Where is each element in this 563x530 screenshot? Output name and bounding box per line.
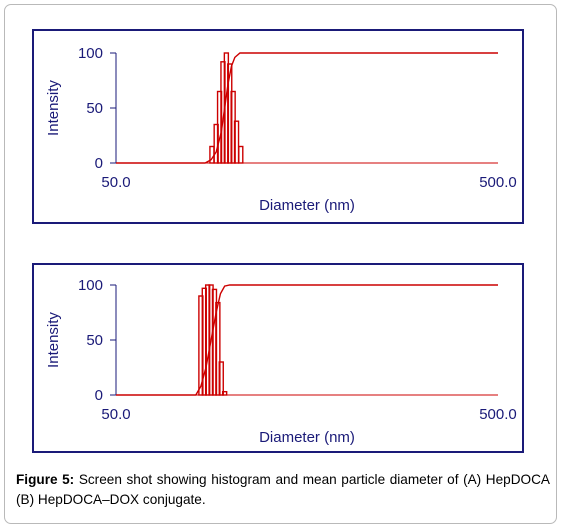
- cumulative-curve: [116, 284, 498, 396]
- chart-b: 0 50 100 Intensity 50.0 500.0 Diameter (nm): [45, 277, 517, 446]
- x-tick-label: 50.0: [101, 174, 130, 191]
- x-tick-label: 500.0: [479, 406, 517, 423]
- cumulative-curve: [116, 52, 498, 164]
- caption-text: Screen shot showing histogram and mean p…: [16, 472, 551, 507]
- histogram-bar: [238, 145, 244, 164]
- histogram-bar: [218, 361, 224, 396]
- chart-a: 0 50 100 Intensity 50.0 500.0 Diameter (nm): [45, 45, 517, 214]
- y-axis-label: Intensity: [45, 312, 62, 368]
- caption-label: Figure 5:: [16, 472, 75, 487]
- x-axis-label: Diameter (nm): [259, 197, 355, 214]
- chart-panel-a: 0 50 100 Intensity 50.0 500.0 Diameter (nm): [32, 29, 524, 224]
- y-axis-label: Intensity: [45, 80, 62, 136]
- histogram-bar: [233, 120, 240, 164]
- x-tick-label: 500.0: [479, 174, 517, 191]
- y-tick-label: 50: [86, 100, 103, 117]
- figure-caption: Figure 5: Screen shot showing histogram …: [16, 470, 550, 510]
- x-axis-label: Diameter (nm): [259, 429, 355, 446]
- y-tick-label: 0: [95, 155, 103, 172]
- x-tick-label: 50.0: [101, 406, 130, 423]
- y-tick-label: 100: [78, 45, 103, 62]
- histogram-bar: [221, 390, 228, 396]
- y-tick-label: 100: [78, 277, 103, 294]
- chart-panel-b: 0 50 100 Intensity 50.0 500.0 Diameter (nm): [32, 263, 524, 453]
- y-tick-label: 50: [86, 332, 103, 349]
- y-tick-label: 0: [95, 387, 103, 404]
